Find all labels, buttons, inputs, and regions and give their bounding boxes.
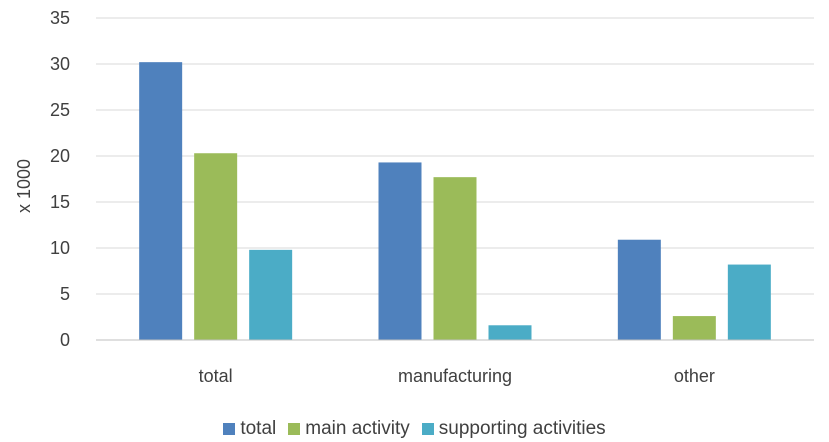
legend-swatch xyxy=(288,423,301,435)
y-tick-label: 35 xyxy=(50,8,70,28)
legend-swatch xyxy=(223,423,236,435)
bar-total-total xyxy=(139,62,183,340)
y-tick-label: 0 xyxy=(60,330,70,350)
y-tick-label: 15 xyxy=(50,192,70,212)
category-labels: total manufacturing other xyxy=(199,366,715,386)
legend-label: main activity xyxy=(305,418,410,439)
bars xyxy=(139,62,771,340)
bar-total-main-activity xyxy=(194,153,238,340)
legend-item: supporting activities xyxy=(421,418,606,440)
bar-manufacturing-supporting-activities xyxy=(488,325,532,340)
bar-manufacturing-total xyxy=(378,162,422,340)
legend-swatch xyxy=(421,423,434,435)
bar-other-main-activity xyxy=(672,316,716,340)
category-label: manufacturing xyxy=(398,366,512,386)
y-tick-labels: 0 5 10 15 20 25 30 35 xyxy=(50,8,70,350)
bar-other-total xyxy=(617,239,661,340)
legend-item: main activity xyxy=(288,418,410,440)
legend: total main activity supporting activities xyxy=(0,418,829,440)
legend-label: supporting activities xyxy=(438,418,606,439)
y-tick-label: 30 xyxy=(50,54,70,74)
y-tick-label: 10 xyxy=(50,238,70,258)
category-label: total xyxy=(199,366,233,386)
y-axis-label: x 1000 xyxy=(14,159,34,213)
y-tick-label: 20 xyxy=(50,146,70,166)
y-tick-label: 25 xyxy=(50,100,70,120)
y-tick-label: 5 xyxy=(60,284,70,304)
bar-manufacturing-main-activity xyxy=(433,177,477,340)
bar-total-supporting-activities xyxy=(249,249,293,340)
legend-label: total xyxy=(240,418,277,439)
legend-item: total xyxy=(223,418,276,440)
bar-other-supporting-activities xyxy=(727,264,771,340)
category-label: other xyxy=(674,366,715,386)
